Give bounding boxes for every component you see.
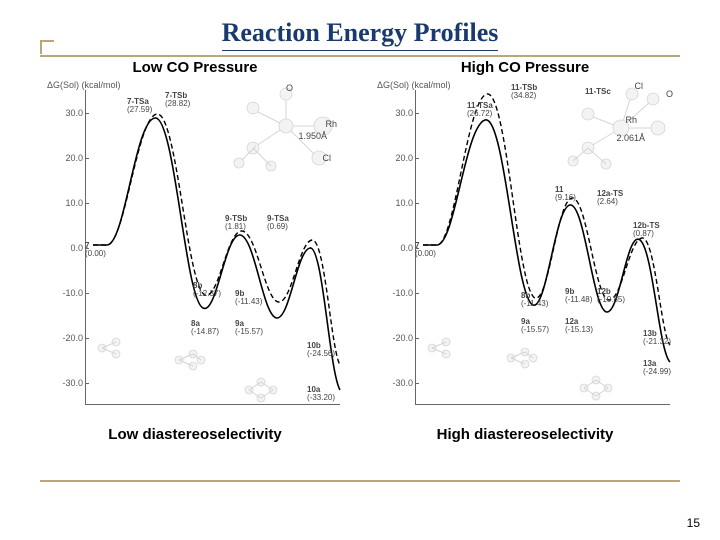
tick: -30.0 [55,378,83,388]
left-panel-header: Low CO Pressure [38,59,353,76]
tick: 20.0 [55,153,83,163]
tick: 0.0 [55,243,83,253]
energy-point-label: 8b(-11.43) [521,292,548,309]
rule-top [40,55,680,57]
right-panel-caption: High diastereoselectivity [368,426,683,443]
page-number: 15 [687,516,700,530]
energy-point-label: 12b-TS(0.87) [633,222,660,239]
tick: -30.0 [385,378,413,388]
tick: 30.0 [55,108,83,118]
page-title: Reaction Energy Profiles [222,0,499,51]
energy-point-label: 8b(-12.37) [193,282,221,299]
energy-point-label: 9b(-11.48) [565,288,592,305]
energy-point-label: 11-TSa(26.72) [467,102,493,119]
energy-point-label: 7-TSb(28.82) [165,92,190,109]
right-struct-1 [420,330,460,365]
tick: 0.0 [385,243,413,253]
left-plot: ΔG(Sol) (kcal/mol) 30.0 20.0 10.0 0.0 -10.0 -… [45,80,345,420]
energy-point-label: 9a(-15.57) [235,320,263,337]
tick: 10.0 [55,198,83,208]
right-struct-3 [570,368,620,408]
right-panel: High CO Pressure ΔG(Sol) (kcal/mol) 30.0… [368,59,683,443]
energy-point-label: 9-TSb(1.81) [225,215,247,232]
energy-point-label: 10b(-24.56) [307,342,335,359]
tick: -20.0 [55,333,83,343]
tick: -10.0 [385,288,413,298]
panels-row: Low CO Pressure ΔG(Sol) (kcal/mol) 30.0 2… [0,59,720,443]
energy-point-label: 7-TSa(27.59) [127,98,152,115]
right-plot: ΔG(Sol) (kcal/mol) 30.0 20.0 10.0 0.0 -10.0 -… [375,80,675,420]
left-struct-3 [235,370,285,410]
energy-point-label: 13b(-21.32) [643,330,671,347]
left-struct-2 [165,340,210,380]
energy-point-label: 11-TSb(34.82) [511,84,537,101]
energy-point-label: 11(9.16) [555,186,576,203]
energy-point-label: 9b(-11.43) [235,290,262,307]
rule-top-corner [40,40,54,54]
energy-point-label: 12b(-10.85) [597,288,625,305]
energy-point-label: 12a(-15.13) [565,318,593,335]
tick: 10.0 [385,198,413,208]
left-panel: Low CO Pressure ΔG(Sol) (kcal/mol) 30.0 2… [38,59,353,443]
left-yaxis-label: ΔG(Sol) (kcal/mol) [47,80,121,90]
energy-point-label: 9-TSa(0.69) [267,215,289,232]
energy-point-label: 8a(-14.87) [191,320,219,337]
energy-point-label: 13a(-24.99) [643,360,671,377]
tick: -20.0 [385,333,413,343]
tick: 20.0 [385,153,413,163]
tick: -10.0 [55,288,83,298]
right-struct-2 [497,338,542,378]
left-panel-caption: Low diastereoselectivity [38,426,353,443]
energy-point-label: 7(0.00) [415,242,436,259]
tick: 30.0 [385,108,413,118]
energy-point-label: 10a(-33.20) [307,386,335,403]
rule-bottom [40,480,680,482]
energy-point-label: 12a-TS(2.64) [597,190,623,207]
right-panel-header: High CO Pressure [368,59,683,76]
left-struct-1 [90,330,130,365]
right-yaxis-label: ΔG(Sol) (kcal/mol) [377,80,451,90]
energy-point-label: 7(0.00) [85,242,106,259]
energy-point-label: 11-TSc [585,88,611,96]
energy-point-label: 9a(-15.57) [521,318,549,335]
